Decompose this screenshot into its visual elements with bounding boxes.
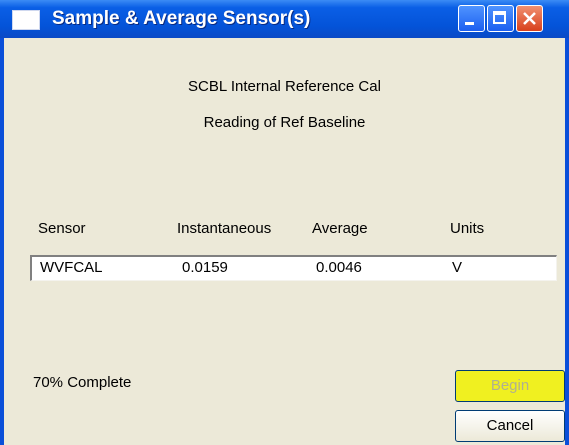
average-value: 0.0046	[316, 259, 362, 276]
close-button[interactable]	[516, 5, 543, 32]
status-text: 70% Complete	[33, 374, 132, 391]
header-line: SCBL Internal Reference Cal	[188, 78, 381, 95]
minimize-button[interactable]	[458, 5, 485, 32]
instantaneous-value: 0.0159	[182, 259, 228, 276]
sensor-name: WVFCAL	[40, 259, 103, 276]
dialog-body: SCBL Internal Reference Cal Reading of R…	[4, 38, 565, 445]
begin-button[interactable]: Begin	[455, 370, 565, 402]
window-icon	[12, 10, 40, 30]
cancel-button[interactable]: Cancel	[455, 410, 565, 442]
header-line: Reading of Ref Baseline	[203, 114, 366, 131]
column-header: Average	[312, 220, 368, 237]
window-title: Sample & Average Sensor(s)	[52, 8, 311, 29]
units-value: V	[452, 259, 463, 276]
title-bar: Sample & Average Sensor(s)	[0, 0, 569, 38]
close-icon	[523, 12, 536, 25]
column-header: Sensor	[38, 220, 86, 237]
maximize-button[interactable]	[487, 5, 514, 32]
column-header: Units	[450, 220, 485, 237]
column-header: Instantaneous	[177, 220, 272, 237]
sensor-row[interactable]	[30, 255, 557, 281]
